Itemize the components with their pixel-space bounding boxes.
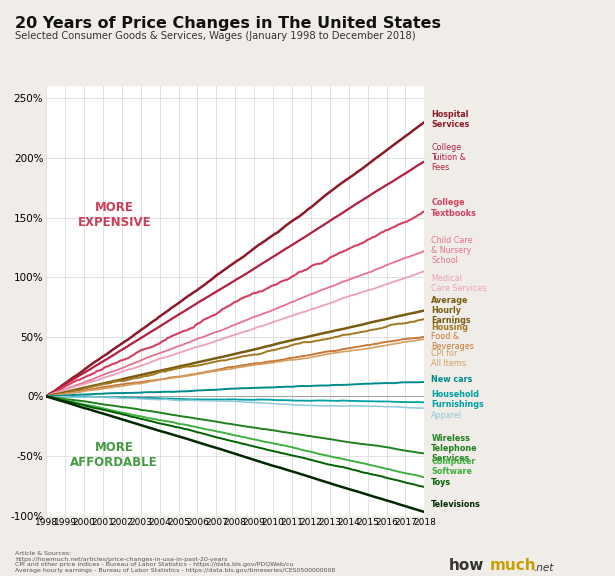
Text: CPI for
All Items: CPI for All Items: [431, 348, 466, 367]
Text: Medical
Care Services: Medical Care Services: [431, 274, 487, 293]
Text: Toys: Toys: [431, 478, 451, 487]
Text: Wireless
Telephone
Services: Wireless Telephone Services: [431, 434, 478, 463]
Text: Household
Furnishings: Household Furnishings: [431, 391, 484, 410]
Text: Child Care
& Nursery
School: Child Care & Nursery School: [431, 236, 473, 266]
Text: how: how: [449, 558, 485, 573]
Text: Computer
Software: Computer Software: [431, 457, 475, 476]
Text: MORE
EXPENSIVE: MORE EXPENSIVE: [77, 201, 151, 229]
Text: much: much: [490, 558, 536, 573]
Text: Hospital
Services: Hospital Services: [431, 110, 470, 129]
Text: 20 Years of Price Changes in The United States: 20 Years of Price Changes in The United …: [15, 16, 442, 31]
Text: MORE
AFFORDABLE: MORE AFFORDABLE: [70, 441, 158, 469]
Text: Average
Hourly
Earnings: Average Hourly Earnings: [431, 296, 471, 325]
Text: College
Textbooks: College Textbooks: [431, 199, 477, 218]
Text: Article & Sources:
https://howmuch.net/articles/price-changes-in-usa-in-past-20-: Article & Sources: https://howmuch.net/a…: [15, 551, 336, 573]
Text: Televisions: Televisions: [431, 501, 481, 509]
Text: Selected Consumer Goods & Services, Wages (January 1998 to December 2018): Selected Consumer Goods & Services, Wage…: [15, 31, 416, 41]
Text: College
Tuition &
Fees: College Tuition & Fees: [431, 143, 466, 172]
Text: New cars: New cars: [431, 375, 473, 384]
Text: Housing: Housing: [431, 323, 468, 332]
Text: .net: .net: [534, 563, 554, 573]
Text: Apparel: Apparel: [431, 411, 462, 420]
Text: Food &
Beverages: Food & Beverages: [431, 332, 474, 351]
